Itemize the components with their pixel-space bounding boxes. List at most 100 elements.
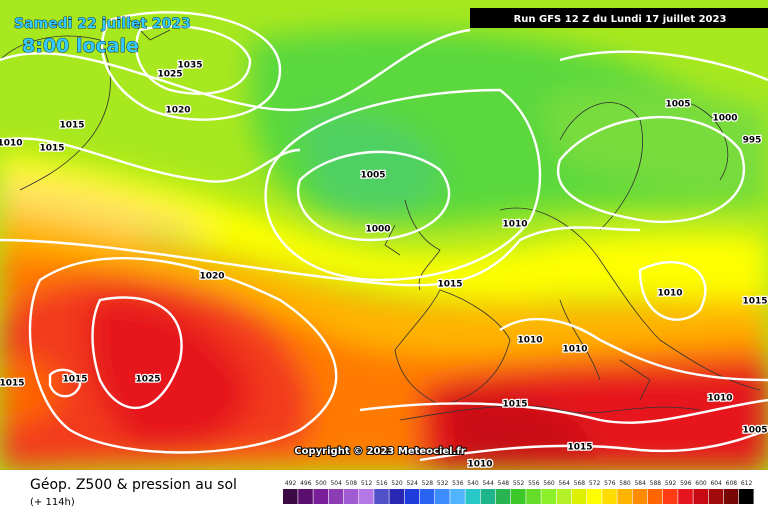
scale-swatch [313,489,328,504]
scale-label: 584 [634,480,646,487]
scale-label: 492 [285,480,297,487]
isobar-label: 1000 [365,225,390,235]
scale-swatch [465,489,480,504]
scale-label: 520 [391,480,403,487]
date: Samedi 22 juillet 2023 [14,16,191,32]
scale-label: 508 [346,480,358,487]
scale-label: 608 [726,480,738,487]
isobar-label: 1025 [135,375,160,385]
scale-label: 540 [467,480,479,487]
scale-label: 604 [710,480,722,487]
scale-label: 592 [665,480,677,487]
scale-label: 560 [543,480,555,487]
scale-swatch [571,489,587,504]
isobar-label: 1015 [502,400,527,410]
isobar [419,428,768,462]
isobar [135,25,252,95]
scale-swatch [404,489,420,504]
scale-label: 600 [695,480,707,487]
isobar [0,137,301,183]
footer-lead: (+ 114h) [30,497,75,508]
isobar [91,296,183,410]
scale-label: 580 [619,480,631,487]
isobar-label: 1015 [742,297,767,307]
scale-label: 500 [315,480,327,487]
scale-label: 528 [422,480,434,487]
scale-label: 564 [558,480,570,487]
isobar-label: 995 [743,136,762,146]
scale-swatch [739,489,754,504]
scale-label: 548 [498,480,510,487]
isobar-label: 1035 [177,61,202,71]
scale-swatch [511,489,526,504]
scale-swatch [419,489,435,504]
scale-swatch [359,489,374,504]
run-info: Run GFS 12 Z du Lundi 17 juillet 2023 [514,14,727,25]
scale-swatch [556,489,572,504]
isobar-label: 1015 [62,375,87,385]
isobar [264,88,542,282]
scale-label: 568 [574,480,586,487]
scale-swatch [693,489,708,504]
isobar-label: 1005 [665,100,690,110]
isobar-label: 1005 [360,171,385,181]
scale-swatch [723,489,739,504]
scale-swatch [389,489,404,504]
run-bar [470,8,768,28]
field: Run GFS 12 Z du Lundi 17 juillet 2023 Sa… [0,0,768,470]
scale-label: 596 [680,480,692,487]
scale-swatch [298,489,313,504]
scale-swatch [374,489,389,504]
scale-swatch [450,489,465,504]
scale-label: 496 [300,480,312,487]
isobars [0,11,768,462]
scale-swatch [526,489,541,504]
isobar-label: 1010 [657,289,682,299]
isobar [0,226,641,287]
isobar-label: 1015 [39,144,64,154]
scale-label: 536 [452,480,464,487]
isobar-label: 1010 [562,345,587,355]
isobar-label: 1015 [437,280,462,290]
copyright: Copyright © 2023 Meteociel.fr [294,446,465,457]
isobar-label: 1000 [712,114,737,124]
scale-label: 524 [406,480,418,487]
isobar-label: 1015 [0,379,25,389]
isobar-label: 1010 [467,460,492,470]
isobar [359,398,768,424]
isobar-label: 1010 [517,336,542,346]
scale-swatch [647,489,663,504]
isobar-label: 1020 [199,272,224,282]
scale-swatch [617,489,632,504]
scale-label: 504 [330,480,342,487]
coastlines [0,19,761,421]
isobar [297,150,451,242]
color-scale: 492 496 500 504 508 512 516 520 524 528 532 536 540 5… [283,480,754,504]
scale-swatch [328,489,344,504]
scale-label: 512 [361,480,373,487]
scale-swatch [480,489,496,504]
scale-label: 556 [528,480,540,487]
footer-title: Géop. Z500 & pression au sol [30,477,237,493]
scale-swatch [678,489,693,504]
isobar-label: 1015 [567,443,592,453]
scale-swatch [541,489,556,504]
scale-swatch [343,489,359,504]
isobar [48,368,82,398]
isobar [100,11,282,121]
isobar [559,50,768,82]
isobar [638,260,707,321]
isobar [557,115,746,224]
scale-swatch [602,489,617,504]
scale-swatch [435,489,450,504]
local-time: 8:00 locale [22,35,139,57]
isobar [499,317,768,382]
scale-label: 572 [589,480,601,487]
scale-label: 532 [437,480,449,487]
isobar-label: 1005 [742,426,767,436]
scale-label: 588 [650,480,662,487]
isobar-label: 1025 [157,70,182,80]
scale-swatch [495,489,511,504]
